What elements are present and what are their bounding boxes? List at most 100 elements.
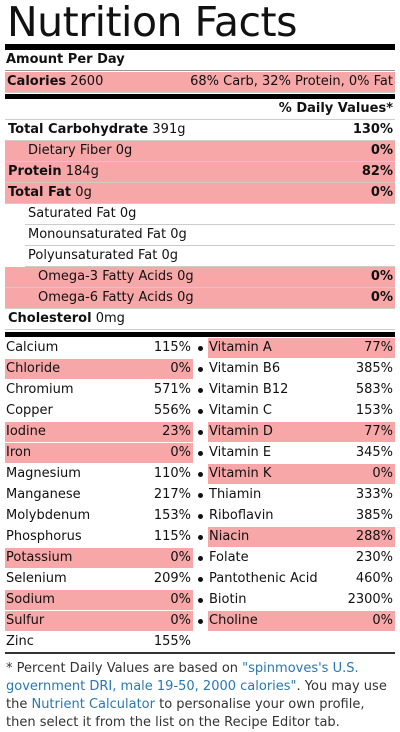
micronutrients: Calcium 115% Chloride 0% Chromium 571% Copper 5…: [5, 337, 395, 652]
vitamin-name: Vitamin E: [209, 445, 272, 460]
nutrient-text: Polyunsaturated Fat 0g: [28, 246, 178, 266]
nutrient-dv: 0%: [370, 185, 393, 200]
nutrient-row: Omega-6 Fatty Acids 0g 0%: [5, 288, 395, 309]
nutrient-row: Omega-3 Fatty Acids 0g 0%: [5, 267, 395, 288]
vitamin-cell: Riboflavin 385%: [208, 506, 395, 526]
mineral-dv: 115%: [153, 340, 191, 355]
mineral-cell: Potassium 0%: [5, 548, 193, 568]
bullet: [198, 619, 203, 624]
nutrient-dv: 130%: [352, 122, 393, 137]
mineral-name: Magnesium: [6, 466, 81, 481]
vitamin-cell: Vitamin A 77%: [208, 338, 395, 358]
bullet: [198, 535, 203, 540]
mineral-dv: 0%: [170, 361, 191, 376]
mineral-cell: Phosphorus 115%: [5, 527, 193, 547]
nutrient-text: Cholesterol 0mg: [8, 309, 125, 329]
nutrient-amount: 0g: [115, 143, 133, 158]
nutrient-row: Polyunsaturated Fat 0g: [25, 246, 395, 267]
nutrient-amount: 0g: [75, 185, 92, 200]
nutrient-text: Dietary Fiber 0g: [28, 141, 132, 161]
vitamin-dv: 153%: [355, 403, 393, 418]
nutrient-amount: 0mg: [95, 311, 125, 326]
vitamin-name: Riboflavin: [209, 508, 274, 523]
mineral-dv: 0%: [170, 550, 191, 565]
vitamin-name: Thiamin: [209, 487, 262, 502]
vitamin-name: Vitamin B6: [209, 361, 281, 376]
nutrient-text: Saturated Fat 0g: [28, 204, 136, 224]
nutrient-amount: 0g: [119, 206, 137, 221]
amount-per: Amount Per Day: [5, 50, 395, 71]
vitamin-cell: Folate 230%: [208, 548, 395, 568]
mineral-name: Chloride: [6, 361, 61, 376]
calories-row: Calories 2600 68% Carb, 32% Protein, 0% …: [5, 72, 395, 93]
vitamin-dv: 2300%: [347, 592, 393, 607]
mineral-cell: Iron 0%: [5, 443, 193, 463]
nutrient-amount: 391g: [152, 122, 186, 137]
bullet: [198, 598, 203, 603]
bullet: [198, 346, 203, 351]
title: Nutrition Facts: [7, 0, 297, 46]
nutrient-dv: 0%: [370, 290, 393, 305]
vitamin-cell: Biotin 2300%: [208, 590, 395, 610]
nutrient-amount: 0g: [161, 248, 178, 263]
mineral-name: Potassium: [6, 550, 73, 565]
nutrient-text: Total Fat 0g: [8, 183, 92, 203]
mineral-name: Selenium: [6, 571, 67, 586]
footnote-link[interactable]: "spinmoves's U.S. government DRI, male 1…: [6, 661, 359, 694]
mineral-cell: Copper 556%: [5, 401, 193, 421]
vitamin-cell: Vitamin C 153%: [208, 401, 395, 421]
nutrient-text: Protein 184g: [8, 162, 99, 182]
divider: [5, 44, 395, 50]
mineral-name: Copper: [6, 403, 53, 418]
divider: [5, 652, 395, 654]
mineral-cell: Iodine 23%: [5, 422, 193, 442]
nutrient-row: Monounsaturated Fat 0g: [25, 225, 395, 246]
nutrient-label: Total Fat: [8, 185, 72, 200]
mineral-name: Chromium: [6, 382, 74, 397]
mineral-cell: Chloride 0%: [5, 359, 193, 379]
dv-header: % Daily Values*: [5, 99, 395, 120]
nutrient-dv: 0%: [370, 269, 393, 284]
mineral-dv: 153%: [153, 508, 191, 523]
bullet: [198, 577, 203, 582]
calories-label: Calories: [7, 74, 67, 89]
mineral-name: Sulfur: [6, 613, 45, 628]
mineral-dv: 115%: [153, 529, 191, 544]
mineral-cell: Chromium 571%: [5, 380, 193, 400]
vitamin-cell: Niacin 288%: [208, 527, 395, 547]
vitamin-cell: Pantothenic Acid 460%: [208, 569, 395, 589]
footnote-text: to personalise your own profile, then se…: [6, 697, 365, 730]
bullet: [198, 409, 203, 414]
vitamin-name: Vitamin A: [209, 340, 272, 355]
vitamin-cell: Vitamin B6 385%: [208, 359, 395, 379]
mineral-cell: Sodium 0%: [5, 590, 193, 610]
calories-value: 2600: [70, 74, 104, 89]
nutrient-text: Omega-6 Fatty Acids 0g: [38, 288, 194, 308]
mineral-name: Iodine: [6, 424, 46, 439]
nutrient-label: Dietary Fiber: [28, 143, 112, 158]
nutrient-dv: 82%: [361, 164, 393, 179]
nutrient-text: Omega-3 Fatty Acids 0g: [38, 267, 194, 287]
divider: [5, 94, 395, 99]
footnote-text: * Percent Daily Values are based on: [6, 661, 243, 676]
nutrient-label: Monounsaturated Fat: [28, 227, 167, 242]
mineral-name: Phosphorus: [6, 529, 82, 544]
footnote-link[interactable]: Nutrient Calculator: [31, 697, 155, 712]
nutrient-amount: 0g: [170, 227, 187, 242]
nutrient-label: Cholesterol: [8, 311, 92, 326]
vitamin-name: Vitamin K: [209, 466, 272, 481]
calories-breakdown: 68% Carb, 32% Protein, 0% Fat: [190, 74, 393, 89]
mineral-name: Zinc: [6, 634, 34, 649]
bullet: [198, 367, 203, 372]
vitamin-cell: Vitamin E 345%: [208, 443, 395, 463]
vitamin-dv: 583%: [355, 382, 393, 397]
nutrient-row: Total Carbohydrate 391g 130%: [5, 120, 395, 141]
bullet: [198, 556, 203, 561]
mineral-dv: 155%: [153, 634, 191, 649]
vitamin-dv: 385%: [355, 508, 393, 523]
mineral-dv: 0%: [170, 613, 191, 628]
vitamin-dv: 0%: [372, 613, 393, 628]
nutrient-label: Saturated Fat: [28, 206, 116, 221]
vitamin-dv: 385%: [355, 361, 393, 376]
vitamin-cell: Thiamin 333%: [208, 485, 395, 505]
